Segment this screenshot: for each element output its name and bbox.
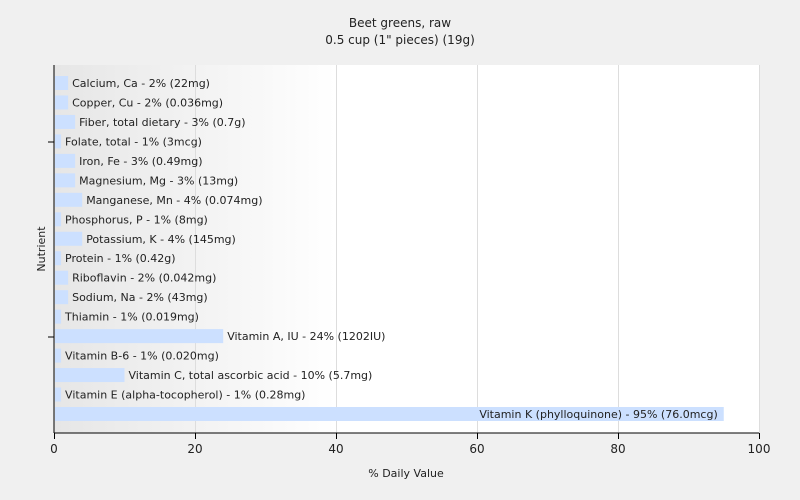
x-tick-label: 20 [187,442,202,456]
chart-title: Beet greens, raw [349,16,451,30]
bar [55,251,62,266]
bar-label: Potassium, K - 4% (145mg) [86,233,236,246]
bar-label: Calcium, Ca - 2% (22mg) [72,77,210,90]
bar-label: Vitamin E (alpha-tocopherol) - 1% (0.28m… [65,389,305,402]
bar-label: Vitamin A, IU - 24% (1202IU) [227,330,385,343]
x-tick-label: 0 [50,442,58,456]
bar-label: Protein - 1% (0.42g) [65,252,176,265]
bar-label: Fiber, total dietary - 3% (0.7g) [79,116,245,129]
bar [55,95,69,110]
bar-labels: Calcium, Ca - 2% (22mg) Copper, Cu - 2% (… [64,77,718,421]
bar [55,290,69,305]
x-tick-label: 100 [748,442,771,456]
bar [55,192,83,207]
bar [55,173,76,188]
bar [55,407,724,421]
bar-label: Iron, Fe - 3% (0.49mg) [79,155,202,168]
plot-area [54,65,759,433]
x-tick-label: 80 [610,442,625,456]
bar-label: Vitamin C, total ascorbic acid - 10% (5.… [129,369,373,382]
bar [55,76,69,90]
bar [55,387,62,402]
bar-label: Vitamin B-6 - 1% (0.020mg) [65,350,219,363]
bar [55,270,69,285]
bar-label: Thiamin - 1% (0.019mg) [64,311,199,324]
bar [55,153,76,168]
bars [55,76,724,421]
grid-lines [195,65,760,433]
y-axis-label: Nutrient [35,226,48,272]
bar [55,114,76,129]
bar [55,348,62,363]
bar [55,329,224,344]
bar [55,231,83,246]
bar [55,134,62,149]
x-tick-label: 60 [469,442,484,456]
bar-label: Copper, Cu - 2% (0.036mg) [72,96,223,109]
chart-subtitle: 0.5 cup (1" pieces) (19g) [325,33,475,47]
bar [55,309,62,324]
bar-label: Riboflavin - 2% (0.042mg) [72,272,216,285]
bar-label: Phosphorus, P - 1% (8mg) [65,213,208,226]
bar [55,212,62,227]
bar-label: Manganese, Mn - 4% (0.074mg) [86,194,262,207]
bar-label: Magnesium, Mg - 3% (13mg) [79,174,238,187]
x-tick-label: 40 [328,442,343,456]
bar-label: Folate, total - 1% (3mcg) [65,135,202,148]
x-axis-label: % Daily Value [368,467,444,480]
bar-label: Sodium, Na - 2% (43mg) [72,291,208,304]
bar-label: Vitamin K (phylloquinone) - 95% (76.0mcg… [479,408,717,421]
bar [55,368,125,383]
x-axis-ticks: 0 20 40 60 80 100 [50,433,770,456]
